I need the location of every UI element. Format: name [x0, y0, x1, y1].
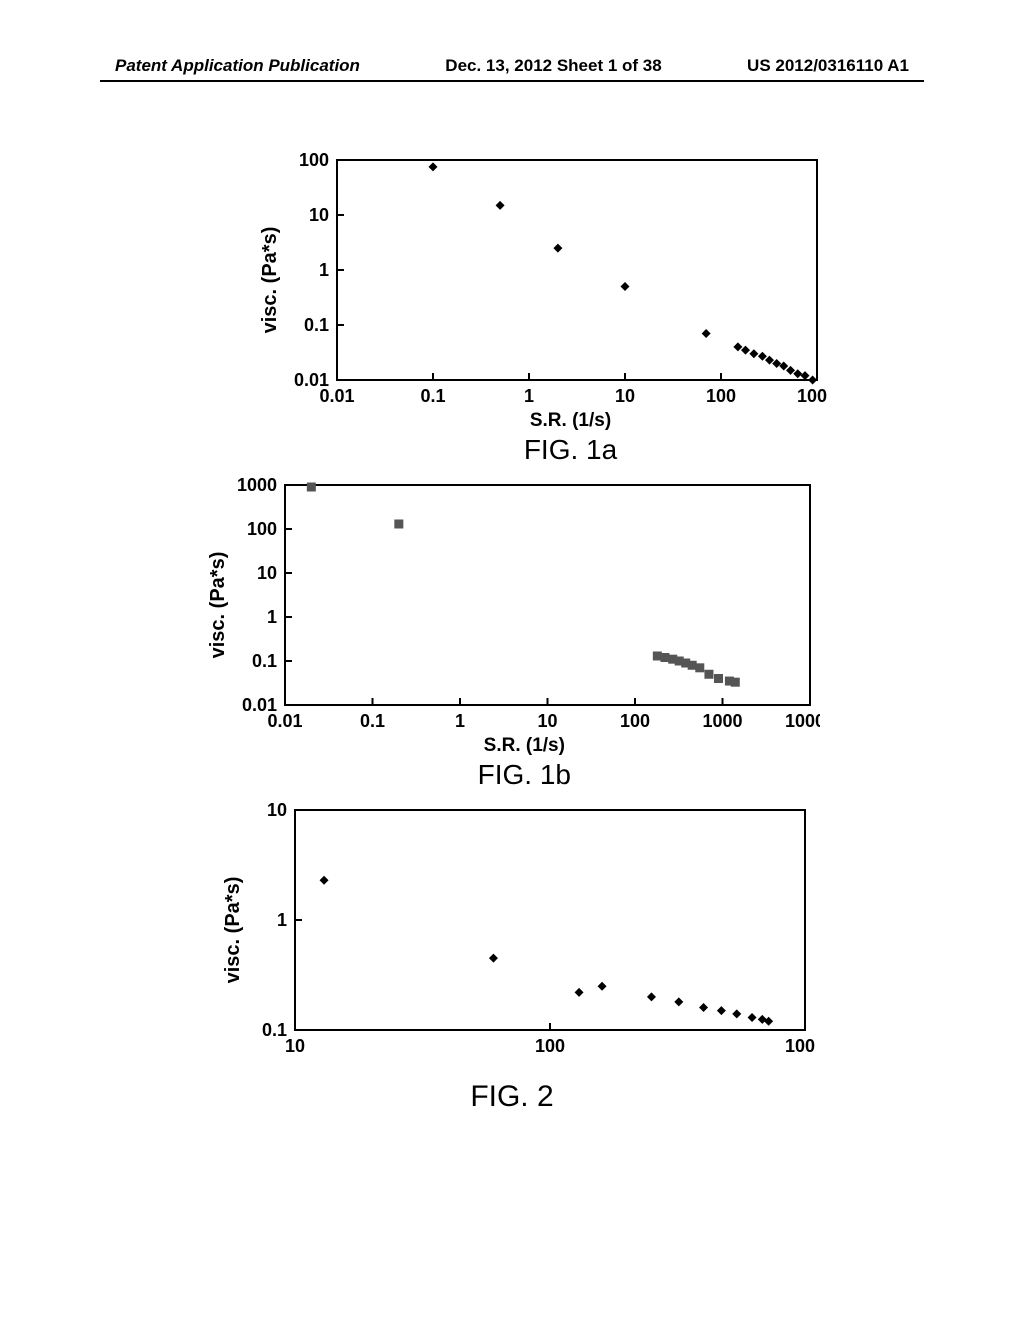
svg-text:0.01: 0.01: [294, 370, 329, 390]
svg-text:1: 1: [454, 711, 464, 731]
svg-text:1000: 1000: [236, 475, 276, 495]
header-patent-no: US 2012/0316110 A1: [747, 56, 909, 76]
svg-text:100: 100: [619, 711, 649, 731]
chart-1a-wrapper: visc. (Pa*s) 0.010.111010010000.010.1110…: [257, 150, 827, 410]
svg-text:1: 1: [524, 386, 534, 406]
charts-area: visc. (Pa*s) 0.010.111010010000.010.1110…: [0, 150, 1024, 1114]
chart-1b-title: FIG. 1b: [478, 759, 571, 791]
svg-text:10: 10: [256, 563, 276, 583]
chart-1a-xlabel: S.R. (1/s): [530, 410, 611, 432]
svg-text:1: 1: [266, 607, 276, 627]
chart-1b-wrapper: visc. (Pa*s) 0.010.11101001000100000.010…: [205, 475, 820, 735]
chart-2-svg: 10 100 1000 0.1 1 10: [230, 800, 815, 1060]
svg-text:10: 10: [537, 711, 557, 731]
svg-text:100: 100: [246, 519, 276, 539]
chart-2-title: FIG. 2: [470, 1080, 553, 1114]
svg-text:0.1: 0.1: [304, 315, 329, 335]
chart-1a-title: FIG. 1a: [524, 434, 617, 466]
chart-2-ylabel: visc. (Pa*s): [221, 877, 244, 984]
svg-text:10: 10: [284, 1036, 304, 1056]
svg-text:1000: 1000: [784, 1036, 814, 1056]
svg-text:1000: 1000: [797, 386, 827, 406]
header-rule: [100, 80, 924, 82]
header-pub: Patent Application Publication: [115, 56, 360, 76]
svg-text:100: 100: [299, 150, 329, 170]
svg-text:0.1: 0.1: [420, 386, 445, 406]
svg-text:1: 1: [276, 910, 286, 930]
chart-1b-svg: 0.010.11101001000100000.010.11101001000: [205, 475, 820, 735]
chart-1a-ylabel: visc. (Pa*s): [259, 227, 282, 334]
page-header: Patent Application Publication Dec. 13, …: [0, 56, 1024, 76]
svg-text:0.1: 0.1: [251, 651, 276, 671]
svg-text:10: 10: [309, 205, 329, 225]
svg-text:10: 10: [615, 386, 635, 406]
svg-text:0.01: 0.01: [241, 695, 276, 715]
svg-text:1000: 1000: [702, 711, 742, 731]
svg-text:10000: 10000: [784, 711, 819, 731]
svg-text:100: 100: [706, 386, 736, 406]
header-date: Dec. 13, 2012 Sheet 1 of 38: [445, 56, 661, 76]
svg-text:0.1: 0.1: [359, 711, 384, 731]
chart-1b-ylabel: visc. (Pa*s): [206, 552, 229, 659]
svg-text:1: 1: [319, 260, 329, 280]
svg-text:100: 100: [534, 1036, 564, 1056]
chart-2-wrapper: visc. (Pa*s) 1010010000.1110: [230, 800, 815, 1060]
chart-1a-svg: 0.010.111010010000.010.1110100: [257, 150, 827, 410]
svg-text:0.1: 0.1: [261, 1020, 286, 1040]
chart-1b-xlabel: S.R. (1/s): [484, 735, 565, 757]
svg-text:10: 10: [266, 800, 286, 820]
